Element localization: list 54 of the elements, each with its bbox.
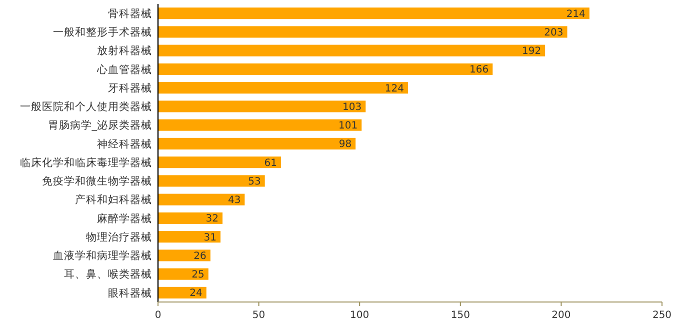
x-tick-label: 50	[252, 310, 266, 321]
data-label: 43	[228, 195, 241, 206]
y-tick-label: 一般医院和个人使用类器械	[20, 100, 152, 114]
data-label: 103	[342, 102, 362, 113]
data-label: 61	[264, 158, 277, 169]
bar	[158, 8, 590, 20]
y-tick-label: 临床化学和临床毒理学器械	[20, 156, 152, 169]
y-tick-label: 物理治疗器械	[86, 230, 152, 244]
x-tick-label: 0	[154, 310, 162, 321]
y-tick-label: 心血管器械	[96, 62, 152, 76]
x-tick-label: 150	[450, 310, 470, 321]
bar	[158, 44, 546, 56]
data-label: 192	[522, 46, 542, 58]
y-tick-label: 耳、鼻、喉类器械	[64, 268, 152, 281]
data-label: 32	[206, 214, 219, 225]
data-label: 31	[204, 232, 216, 244]
bar	[158, 231, 220, 243]
bar	[158, 82, 408, 94]
y-tick-label: 放射科器械	[97, 44, 152, 58]
data-label: 124	[384, 83, 404, 94]
data-label: 98	[338, 139, 352, 150]
data-label: 24	[190, 288, 202, 300]
bar	[158, 250, 210, 262]
data-label: 166	[470, 64, 489, 76]
y-tick-label: 胃肠病学_泌尿类器械	[48, 118, 152, 132]
y-tick-label: 产科和妇科器械	[75, 193, 152, 206]
bar	[158, 100, 366, 112]
x-tick-label: 250	[652, 310, 672, 321]
bar	[158, 268, 208, 280]
bar	[158, 26, 568, 38]
data-label: 101	[338, 120, 358, 132]
y-tick-label: 一般和整形手术器械	[53, 26, 152, 39]
data-label: 25	[192, 270, 204, 281]
data-label: 214	[566, 8, 586, 20]
y-tick-label: 眼科器械	[108, 286, 152, 300]
x-tick-label: 100	[350, 310, 370, 321]
data-label: 203	[544, 27, 564, 38]
bar	[158, 119, 362, 131]
data-label: 26	[194, 250, 206, 262]
y-tick-label: 麻醉学器械	[97, 212, 152, 225]
bar	[158, 286, 206, 298]
bar	[158, 175, 265, 187]
y-tick-label: 骨科器械	[108, 6, 152, 20]
y-tick-label: 牙科器械	[108, 81, 152, 94]
bar	[158, 138, 356, 150]
data-label: 53	[248, 176, 261, 188]
y-tick-label: 免疫学和微生物学器械	[42, 174, 152, 188]
y-tick-label: 神经科器械	[97, 137, 152, 150]
bar	[158, 63, 493, 75]
bar	[158, 156, 281, 168]
bar	[158, 212, 223, 224]
bar	[158, 194, 245, 206]
y-tick-label: 血液学和病理学器械	[53, 249, 152, 262]
x-tick-label: 200	[552, 310, 571, 321]
